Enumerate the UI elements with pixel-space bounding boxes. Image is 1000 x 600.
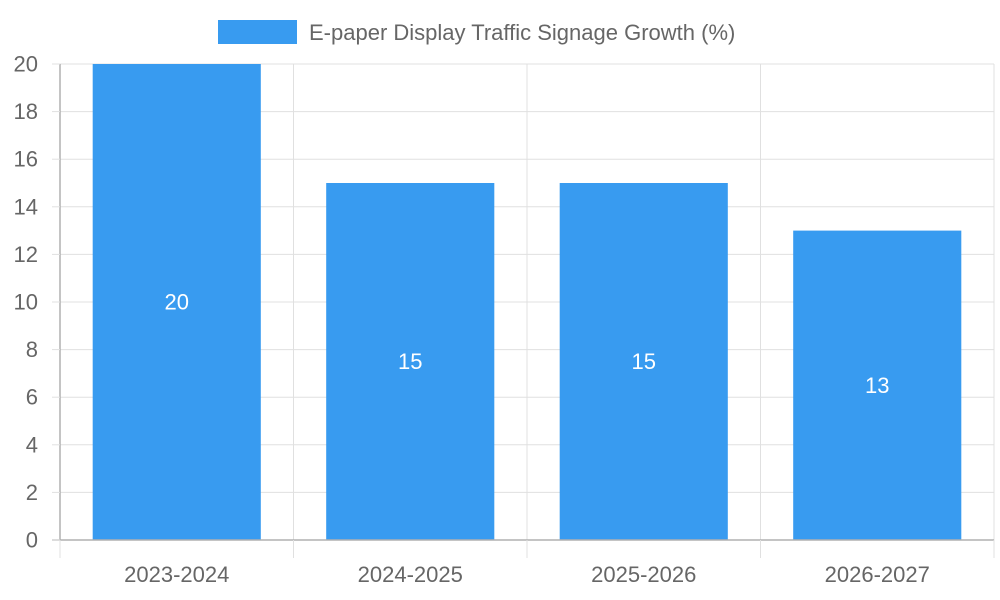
y-tick-label: 0 — [26, 528, 38, 553]
x-tick-label: 2025-2026 — [591, 562, 696, 587]
bar-value-label: 15 — [632, 349, 656, 374]
bar[interactable] — [92, 64, 261, 540]
bar[interactable] — [793, 230, 962, 540]
legend[interactable]: E-paper Display Traffic Signage Growth (… — [218, 20, 735, 45]
x-tick-label: 2026-2027 — [825, 562, 930, 587]
x-tick-label: 2023-2024 — [124, 562, 229, 587]
y-tick-label: 4 — [26, 432, 38, 457]
y-tick-label: 20 — [14, 52, 38, 77]
legend-swatch[interactable] — [218, 20, 297, 44]
data-labels: 20 15 15 13 — [165, 290, 890, 398]
x-tick-label: 2024-2025 — [358, 562, 463, 587]
y-tick-label: 6 — [26, 385, 38, 410]
y-tick-label: 18 — [14, 99, 38, 124]
bar-value-label: 15 — [398, 349, 422, 374]
y-tick-label: 12 — [14, 242, 38, 267]
y-tick-label: 2 — [26, 480, 38, 505]
bars — [92, 64, 962, 540]
x-axis-ticks: 2023-2024 2024-2025 2025-2026 2026-2027 — [59, 540, 995, 587]
legend-label[interactable]: E-paper Display Traffic Signage Growth (… — [309, 20, 735, 45]
bar[interactable] — [559, 183, 728, 540]
bar-value-label: 13 — [865, 373, 889, 398]
y-tick-label: 10 — [14, 290, 38, 315]
y-tick-label: 8 — [26, 337, 38, 362]
y-axis-ticks: 0 2 4 6 8 10 12 14 16 18 20 — [14, 52, 60, 553]
y-tick-label: 16 — [14, 147, 38, 172]
bar[interactable] — [326, 183, 495, 540]
bar-value-label: 20 — [165, 290, 189, 315]
y-tick-label: 14 — [14, 194, 38, 219]
